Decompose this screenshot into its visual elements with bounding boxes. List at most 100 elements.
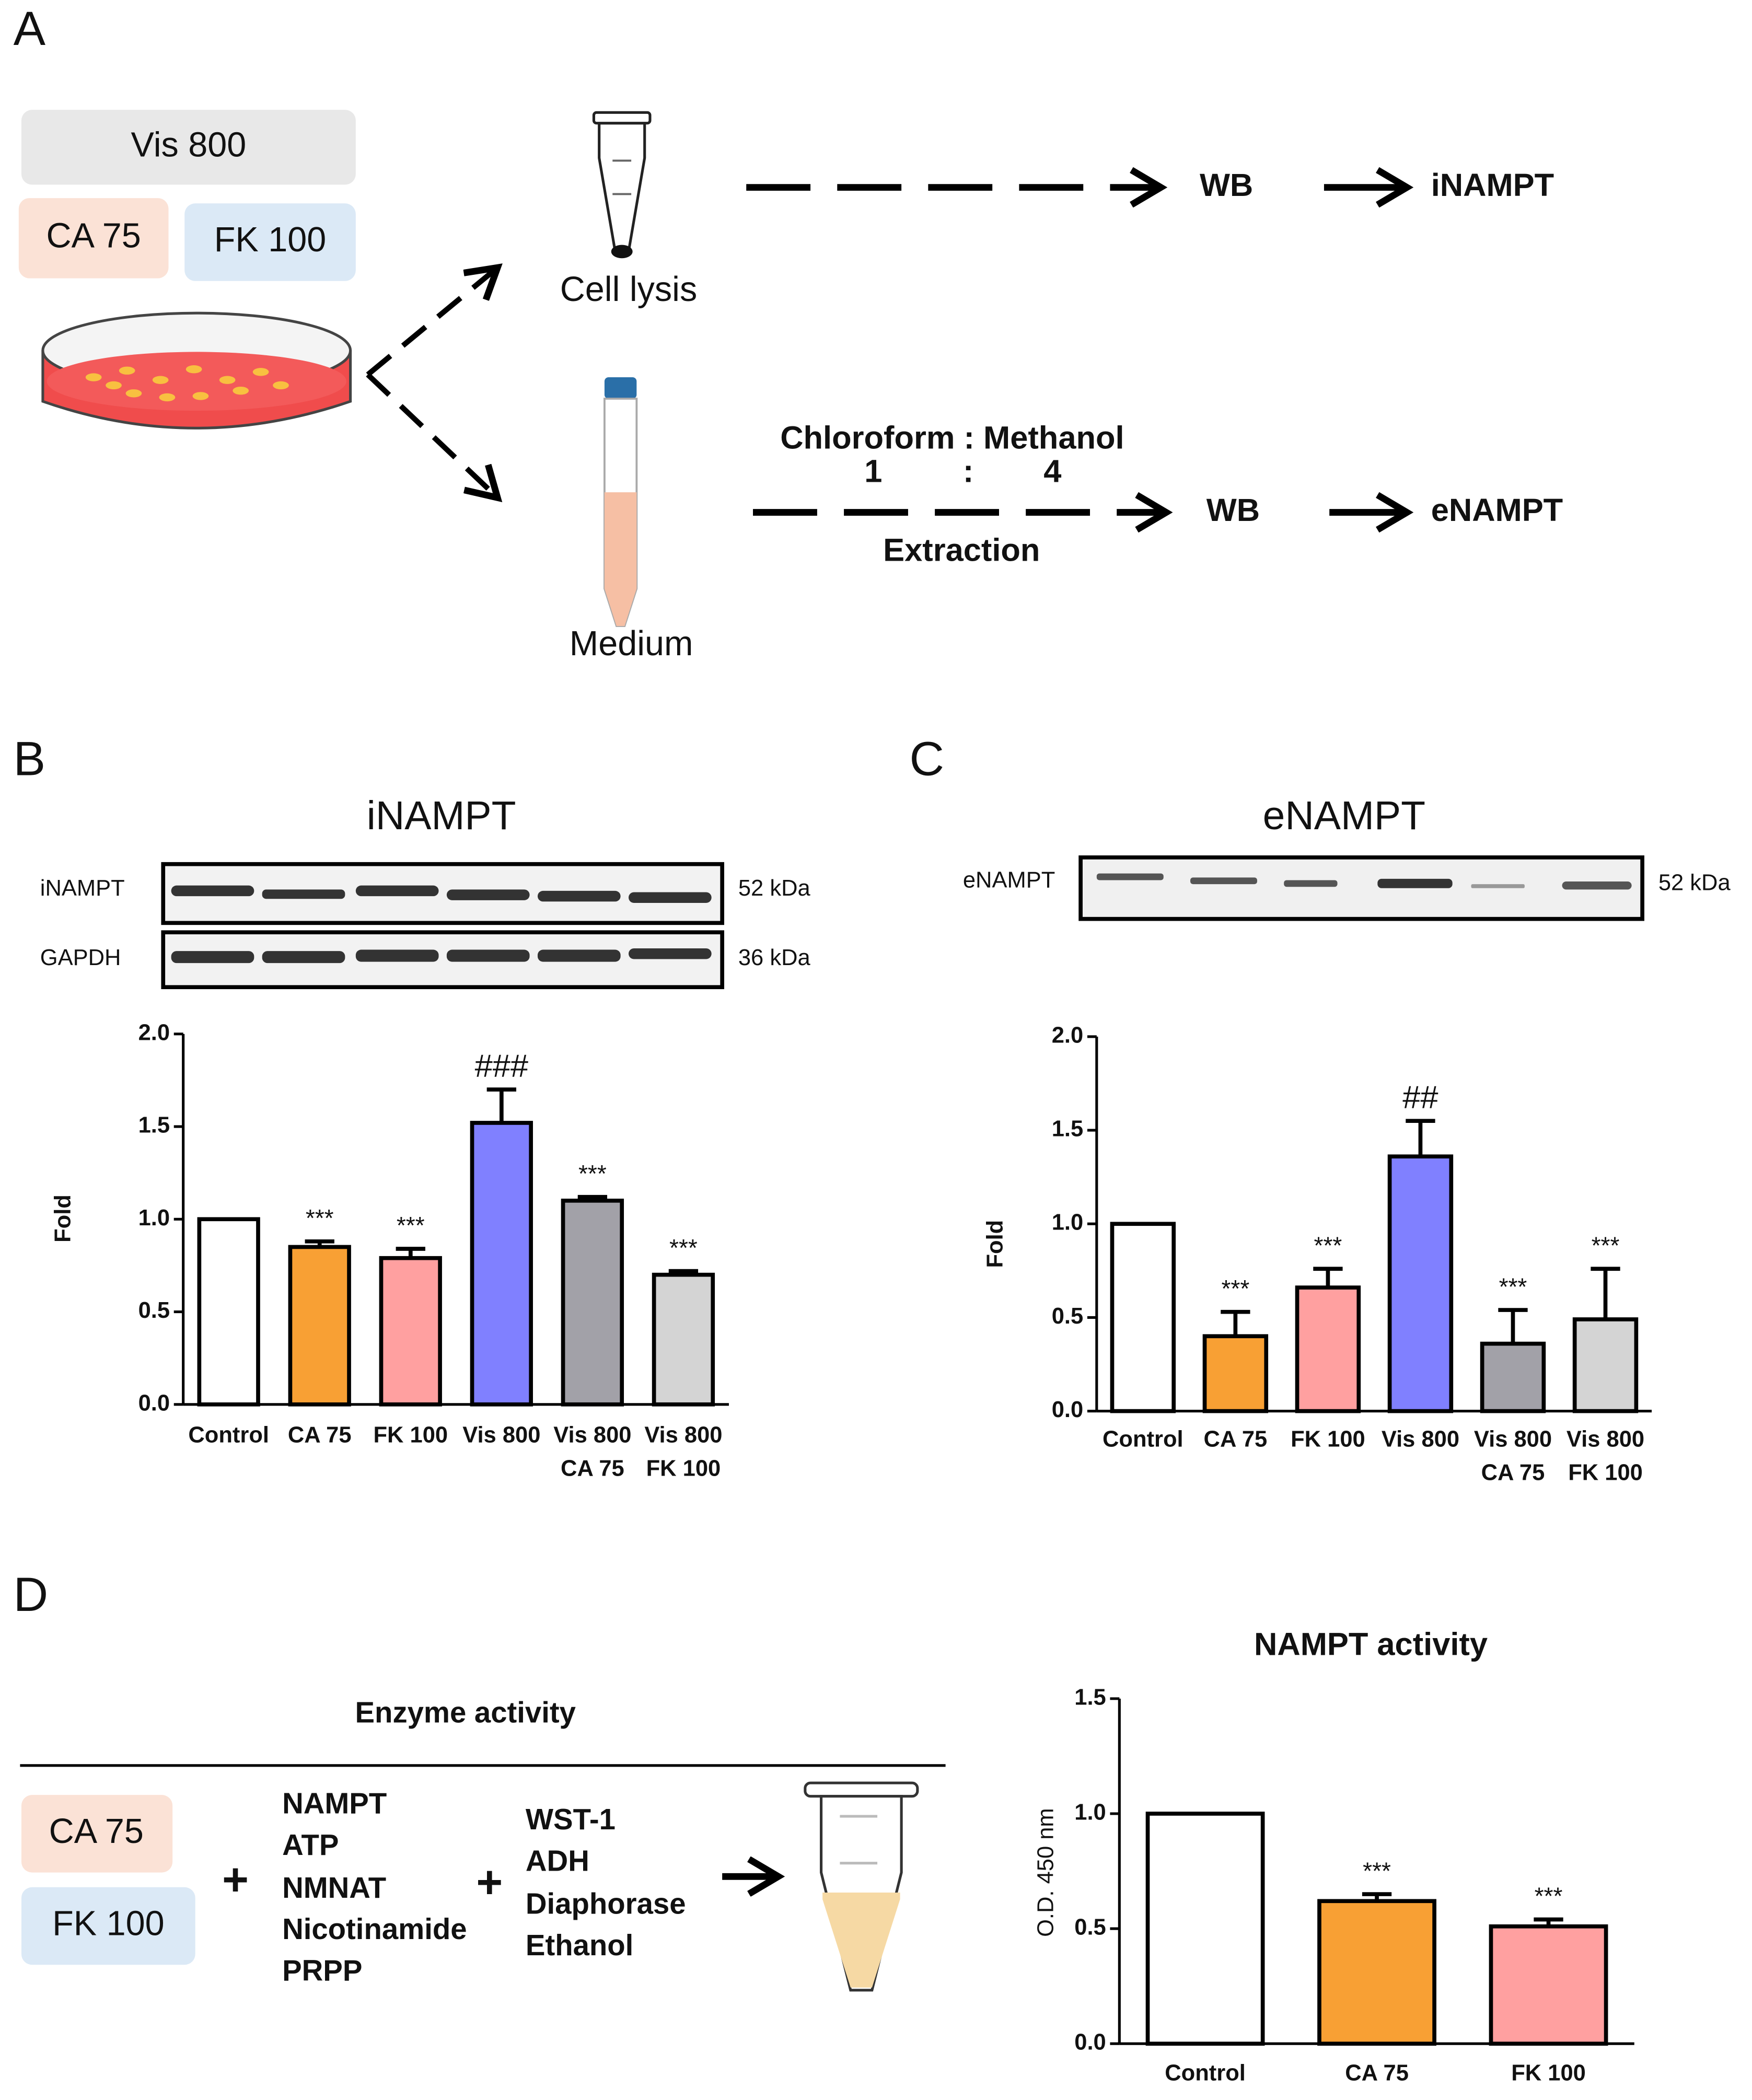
y-axis-label: Fold [982,1220,1007,1268]
panel-label: A [14,2,46,55]
blot [161,862,724,925]
treatment-label: FK 100 [52,1905,165,1943]
y-tick-label: 0.5 [1052,1304,1083,1329]
reagent: NMNAT [282,1871,386,1904]
treatment-box [18,198,169,279]
significance-label: *** [1221,1275,1249,1302]
significance-label: *** [669,1234,698,1261]
bar [652,1272,715,1407]
error-bar [1591,1267,1620,1319]
x-tick-label: FK 100 [1568,1460,1643,1485]
y-axis-label: Fold [50,1194,75,1243]
bar [1295,1285,1361,1413]
significance-label: *** [1535,1883,1563,1910]
blot-row-label: GAPDH [40,945,121,970]
chart-title: eNAMPT [1263,793,1425,838]
x-tick-label: Vis 800 [644,1423,722,1448]
error-bar [1221,1309,1250,1337]
significance-label: *** [578,1160,607,1187]
section-title: Enzyme activity [355,1696,576,1728]
y-tick-label: 1.0 [1074,1800,1106,1825]
bar [470,1121,533,1407]
x-tick-label: Vis 800 [1474,1426,1552,1452]
dashed-arrow [366,373,497,497]
x-tick-label: CA 75 [1481,1460,1545,1485]
x-tick-label: Vis 800 [462,1423,540,1448]
blot-bands [171,885,712,964]
panel-label: B [14,732,45,786]
significance-label: ### [475,1048,528,1084]
treatment-label: CA 75 [49,1812,144,1851]
significance-label: *** [1314,1232,1342,1259]
reagent: ATP [282,1828,339,1861]
error-bar [486,1087,516,1123]
x-tick-label: FK 100 [373,1423,448,1448]
step-label: eNAMPT [1431,492,1563,528]
tube-label: Cell lysis [560,270,697,309]
error-bar [1498,1308,1528,1344]
y-tick-label: 2.0 [1052,1023,1083,1048]
reagent: WST-1 [526,1803,616,1836]
x-tick-label: CA 75 [288,1423,352,1448]
x-tick-label: Vis 800 [1567,1426,1644,1452]
blot-row-label: eNAMPT [963,867,1055,892]
x-tick-label: Control [1103,1426,1184,1452]
significance-label: ## [1402,1079,1438,1115]
solvent-label: Chloroform : Methanol [780,420,1124,456]
panel-label: C [909,732,944,786]
reagent: Diaphorase [526,1887,686,1920]
bar [288,1245,351,1407]
blot [1078,855,1644,921]
bar [1489,1924,1608,2046]
blot-row-label: iNAMPT [40,876,125,901]
treatment-box [21,1795,173,1873]
plus-sign: + [476,1857,503,1908]
reagent: PRPP [282,1954,362,1987]
bar [1202,1334,1269,1413]
x-tick-label: Vis 800 [553,1423,631,1448]
x-tick-label: Control [188,1423,269,1448]
bar [379,1256,442,1407]
y-tick-label: 0.5 [138,1298,170,1323]
significance-label: *** [1363,1857,1391,1884]
significance-label: *** [397,1212,425,1239]
blot-bands [1096,873,1632,890]
panel-label: D [14,1568,49,1621]
x-tick-label: Control [1165,2061,1246,2086]
reagent: NAMPT [282,1787,387,1820]
step-label: WB [1206,492,1260,528]
error-bar [1313,1267,1343,1288]
y-tick-label: 0.0 [138,1390,170,1416]
chart-title: NAMPT activity [1254,1626,1488,1662]
falcon-tube [603,377,638,628]
blot-size: 52 kDa [738,876,811,901]
treatment-box [21,110,356,185]
x-tick-label: FK 100 [1511,2061,1586,2086]
significance-label: *** [1592,1232,1620,1259]
reagent: ADH [526,1844,589,1877]
reagent: Nicotinamide [282,1912,467,1945]
bar [1110,1222,1176,1413]
plus-sign: + [222,1854,249,1905]
blot [161,930,724,990]
y-tick-label: 1.0 [1052,1210,1083,1235]
x-tick-label: FK 100 [1291,1426,1365,1452]
treatment-label: Vis 800 [131,125,247,164]
ratio-label: 4 [1043,454,1061,490]
microtube [804,1781,919,1992]
y-tick-label: 0.0 [1052,1397,1083,1422]
x-tick-label: CA 75 [1345,2061,1409,2086]
step-label: Extraction [883,532,1040,568]
ratio-label: 1 [864,454,882,490]
y-tick-label: 1.5 [1074,1685,1106,1710]
significance-label: *** [1499,1273,1527,1300]
treatment-box [21,1887,195,1965]
significance-label: *** [306,1204,334,1232]
error-bar [1406,1119,1435,1157]
bar [1572,1317,1639,1413]
bar [1145,1812,1265,2046]
y-tick-label: 0.0 [1074,2030,1106,2055]
bar [1317,1899,1436,2046]
